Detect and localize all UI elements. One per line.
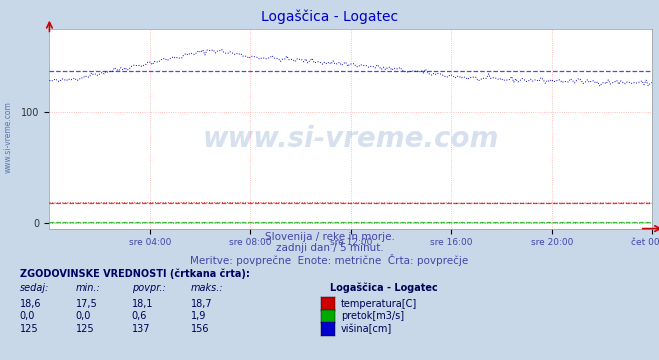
Text: 18,6: 18,6: [20, 299, 42, 309]
Text: www.si-vreme.com: www.si-vreme.com: [3, 101, 13, 173]
Text: 156: 156: [191, 324, 210, 334]
Text: 137: 137: [132, 324, 150, 334]
Text: 18,7: 18,7: [191, 299, 213, 309]
Text: 0,0: 0,0: [20, 311, 35, 321]
Text: Slovenija / reke in morje.: Slovenija / reke in morje.: [264, 232, 395, 242]
Text: 125: 125: [20, 324, 38, 334]
Text: www.si-vreme.com: www.si-vreme.com: [203, 125, 499, 153]
Text: 1,9: 1,9: [191, 311, 206, 321]
Text: zadnji dan / 5 minut.: zadnji dan / 5 minut.: [275, 243, 384, 253]
Text: ZGODOVINSKE VREDNOSTI (črtkana črta):: ZGODOVINSKE VREDNOSTI (črtkana črta):: [20, 268, 250, 279]
Text: 18,1: 18,1: [132, 299, 154, 309]
Text: Logaščica - Logatec: Logaščica - Logatec: [261, 9, 398, 23]
Text: Logaščica - Logatec: Logaščica - Logatec: [330, 283, 438, 293]
Text: sedaj:: sedaj:: [20, 283, 49, 293]
Text: višina[cm]: višina[cm]: [341, 324, 392, 334]
Text: 125: 125: [76, 324, 94, 334]
Text: povpr.:: povpr.:: [132, 283, 165, 293]
Text: temperatura[C]: temperatura[C]: [341, 299, 417, 309]
Text: min.:: min.:: [76, 283, 101, 293]
Text: 17,5: 17,5: [76, 299, 98, 309]
Text: Meritve: povprečne  Enote: metrične  Črta: povprečje: Meritve: povprečne Enote: metrične Črta:…: [190, 254, 469, 266]
Text: 0,6: 0,6: [132, 311, 147, 321]
Text: pretok[m3/s]: pretok[m3/s]: [341, 311, 404, 321]
Text: maks.:: maks.:: [191, 283, 224, 293]
Text: 0,0: 0,0: [76, 311, 91, 321]
